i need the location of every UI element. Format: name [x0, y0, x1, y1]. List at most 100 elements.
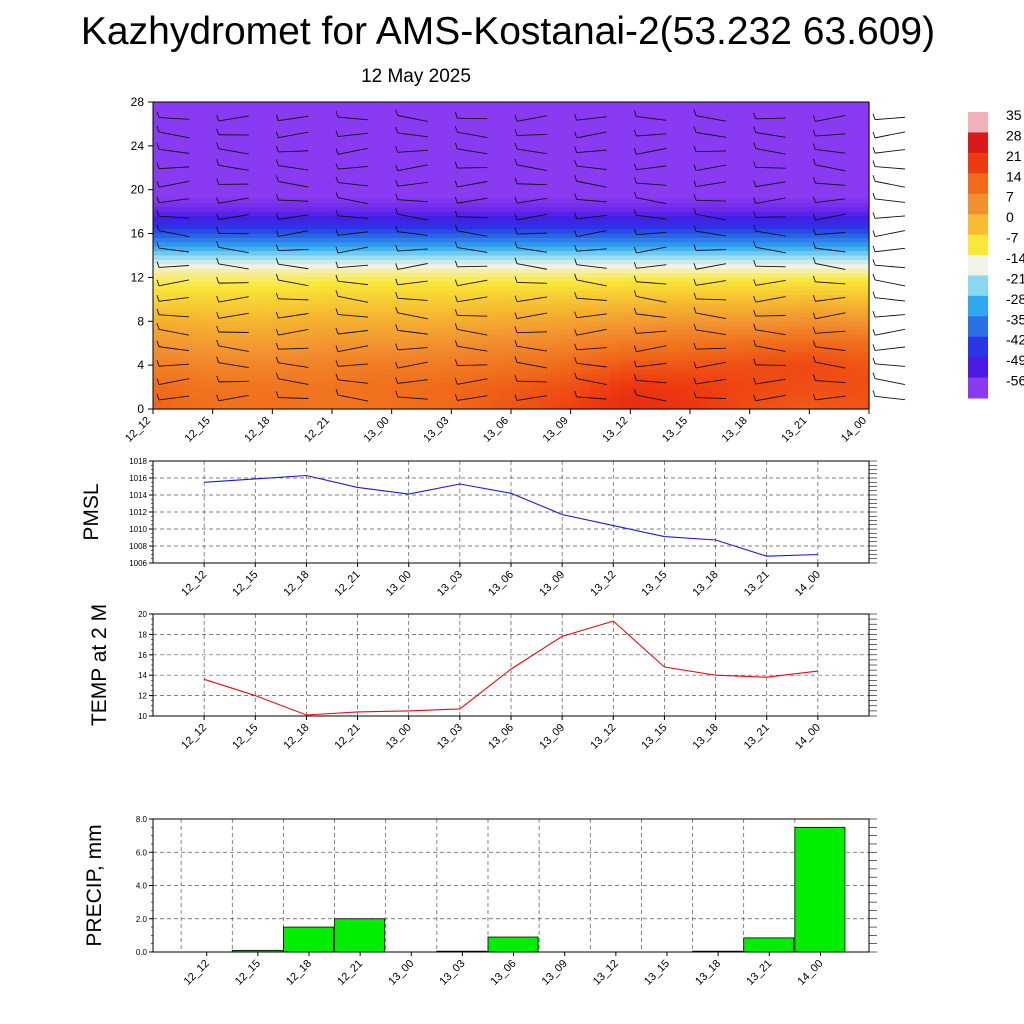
heatmap-cell — [739, 194, 751, 200]
heatmap-cell — [292, 137, 303, 143]
heatmap-cell — [441, 299, 452, 305]
heatmap-cell — [292, 159, 303, 164]
heatmap-cell — [779, 404, 791, 410]
heatmap-cell — [451, 106, 462, 112]
heatmap-cell — [332, 233, 343, 239]
heatmap-cell — [690, 351, 701, 357]
heatmap-cell — [739, 321, 751, 327]
heatmap-cell — [351, 338, 363, 344]
heatmap-cell — [192, 255, 204, 261]
heatmap-cell — [401, 338, 413, 344]
heatmap-cell — [749, 268, 761, 274]
heatmap-cell — [709, 119, 721, 125]
heatmap-cell — [242, 343, 254, 349]
heatmap-cell — [272, 154, 283, 160]
heatmap-cell — [202, 303, 214, 309]
heatmap-cell — [829, 123, 840, 129]
heatmap-cell — [590, 334, 602, 340]
heatmap-cell — [690, 365, 701, 371]
heatmap-cell — [729, 194, 741, 200]
heatmap-cell — [381, 229, 393, 235]
heatmap-cell — [341, 229, 353, 235]
heatmap-cell — [451, 400, 462, 406]
heatmap-cell — [580, 202, 592, 208]
heatmap-cell — [192, 373, 204, 379]
heatmap-cell — [520, 102, 532, 107]
heatmap-cell — [232, 351, 244, 357]
heatmap-cell — [262, 159, 273, 164]
heatmap-cell — [709, 294, 721, 300]
heatmap-cell — [789, 172, 800, 178]
heatmap-cell — [351, 343, 363, 349]
heatmap-cell — [361, 233, 373, 239]
heatmap-cell — [590, 106, 602, 112]
heatmap-cell — [849, 110, 860, 116]
heatmap-cell — [660, 264, 671, 270]
heatmap-cell — [789, 264, 800, 270]
heatmap-cell — [640, 255, 651, 261]
heatmap-cell — [560, 237, 572, 243]
heatmap-cell — [739, 119, 751, 125]
heatmap-cell — [859, 207, 870, 213]
heatmap-cell — [849, 102, 860, 107]
heatmap-cell — [222, 137, 234, 143]
heatmap-cell — [600, 299, 612, 305]
heatmap-cell — [849, 194, 860, 200]
heatmap-cell — [719, 185, 731, 191]
heatmap-cell — [660, 395, 671, 401]
heatmap-cell — [590, 141, 602, 147]
heatmap-cell — [819, 369, 830, 375]
heatmap-cell — [759, 154, 771, 160]
heatmap-cell — [312, 229, 323, 235]
heatmap-cell — [640, 128, 651, 134]
heatmap-cell — [491, 290, 502, 296]
heatmap-cell — [699, 202, 711, 208]
heatmap-cell — [580, 351, 592, 357]
heatmap-cell — [759, 395, 771, 401]
heatmap-cell — [431, 382, 442, 388]
heatmap-cell — [182, 343, 194, 349]
heatmap-cell — [371, 387, 383, 393]
heatmap-cell — [719, 264, 731, 270]
heatmap-cell — [381, 264, 393, 270]
heatmap-cell — [162, 141, 174, 147]
heatmap-cell — [212, 237, 224, 243]
heatmap-cell — [680, 286, 691, 292]
heatmap-cell — [322, 198, 333, 204]
heatmap-cell — [849, 251, 860, 257]
heatmap-cell — [799, 404, 810, 410]
heatmap-cell — [501, 207, 512, 213]
heatmap-cell — [332, 325, 343, 331]
heatmap-cell — [401, 391, 413, 397]
heatmap-cell — [709, 382, 721, 388]
heatmap-cell — [799, 185, 810, 191]
heatmap-cell — [511, 202, 522, 208]
heatmap-cell — [799, 294, 810, 300]
heatmap-cell — [530, 395, 542, 401]
heatmap-cell — [411, 251, 423, 257]
heatmap-cell — [819, 237, 830, 243]
heatmap-cell — [630, 321, 641, 327]
heatmap-cell — [361, 115, 373, 121]
heatmap-cell — [660, 224, 671, 230]
heatmap-cell — [222, 369, 234, 375]
heatmap-cell — [341, 145, 353, 151]
heatmap-cell — [391, 273, 403, 279]
heatmap-cell — [322, 395, 333, 401]
heatmap-cell — [789, 281, 800, 287]
heatmap-cell — [819, 150, 830, 156]
heatmap-cell — [302, 338, 313, 344]
heatmap-cell — [829, 242, 840, 248]
heatmap-cell — [312, 220, 323, 226]
heatmap-cell — [332, 356, 343, 362]
heatmap-cell — [322, 290, 333, 296]
heatmap-cell — [322, 360, 333, 366]
heatmap-cell — [739, 351, 751, 357]
heatmap-cell — [550, 312, 562, 318]
heatmap-cell — [650, 365, 661, 371]
heatmap-cell — [849, 277, 860, 283]
heatmap-cell — [262, 224, 273, 230]
heatmap-cell — [660, 167, 671, 173]
heatmap-cell — [391, 172, 403, 178]
heatmap-cell — [719, 102, 731, 107]
